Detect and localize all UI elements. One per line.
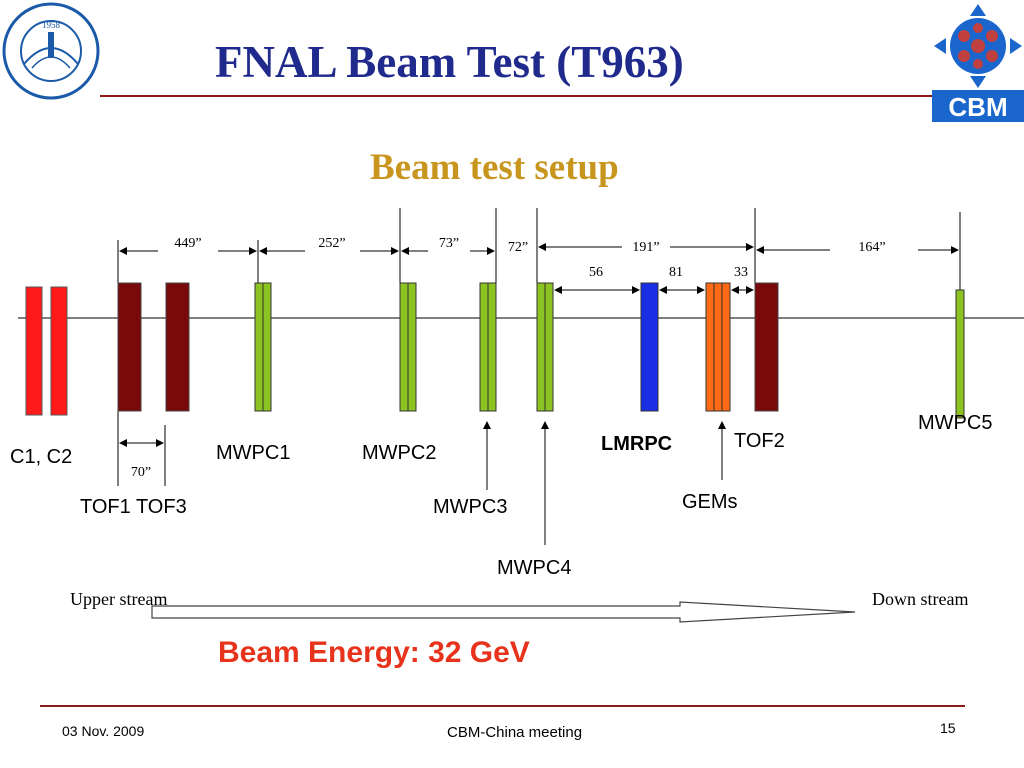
tof2-counter <box>754 282 779 412</box>
mwpc4-plane <box>544 282 554 412</box>
slide-subtitle: Beam test setup <box>370 147 619 188</box>
label-lmrpc: LMRPC <box>601 433 672 455</box>
dim-label-81: 81 <box>669 265 683 280</box>
mwpc3-plane <box>487 282 497 412</box>
footer-rule <box>40 705 965 707</box>
label-gems: GEMs <box>682 491 738 513</box>
university-logo: 1958 <box>2 2 100 100</box>
lmrpc-detector <box>640 282 659 412</box>
cbm-logo: CBM <box>932 4 1024 122</box>
dim-label-191: 191” <box>632 240 659 255</box>
mwpc5-plane <box>955 289 965 419</box>
tof3-counter <box>165 282 190 412</box>
label-mwpc2: MWPC2 <box>362 442 436 464</box>
dim-label-72: 72” <box>508 240 528 255</box>
footer-date: 03 Nov. 2009 <box>62 723 145 739</box>
dim-label-56: 56 <box>589 265 603 280</box>
c1-counter <box>25 286 43 416</box>
beam-energy-label: Beam Energy: 32 GeV <box>218 636 530 669</box>
label-mwpc3: MWPC3 <box>433 496 507 518</box>
dim-label-164: 164” <box>858 240 885 255</box>
page-number: 15 <box>940 720 956 736</box>
label-mwpc4: MWPC4 <box>497 557 571 579</box>
upper-stream-label: Upper stream <box>70 589 168 609</box>
label-tof2: TOF2 <box>734 430 785 452</box>
label-mwpc5: MWPC5 <box>918 412 992 434</box>
mwpc1-plane <box>254 282 264 412</box>
cbm-logo-text: CBM <box>948 92 1007 122</box>
mwpc1-plane <box>262 282 272 412</box>
university-logo-year: 1958 <box>42 20 61 30</box>
c2-counter <box>50 286 68 416</box>
tof1-counter <box>117 282 142 412</box>
label-c1-c2: C1, C2 <box>10 446 72 468</box>
title-rule <box>100 95 940 97</box>
slide-title: FNAL Beam Test (T963) <box>215 37 684 87</box>
gem-plane <box>713 282 723 412</box>
footer-meeting: CBM-China meeting <box>447 724 583 741</box>
gem-plane <box>705 282 715 412</box>
down-stream-label: Down stream <box>872 589 969 609</box>
dim-label-70: 70” <box>131 465 151 480</box>
dim-label-449: 449” <box>174 236 201 251</box>
beam-direction-arrow <box>151 601 856 623</box>
beam-setup-diagram: 449” 252” 73” 72” 191” 164” 56 81 33 70”… <box>10 208 1024 579</box>
mwpc2-plane <box>399 282 409 412</box>
dim-label-73: 73” <box>439 236 459 251</box>
mwpc2-plane <box>407 282 417 412</box>
label-mwpc1: MWPC1 <box>216 442 290 464</box>
label-tof1-tof3: TOF1 TOF3 <box>80 496 187 518</box>
dim-label-33: 33 <box>734 265 748 280</box>
dim-label-252: 252” <box>318 236 345 251</box>
mwpc3-plane <box>479 282 489 412</box>
mwpc4-plane <box>536 282 546 412</box>
gem-plane <box>721 282 731 412</box>
